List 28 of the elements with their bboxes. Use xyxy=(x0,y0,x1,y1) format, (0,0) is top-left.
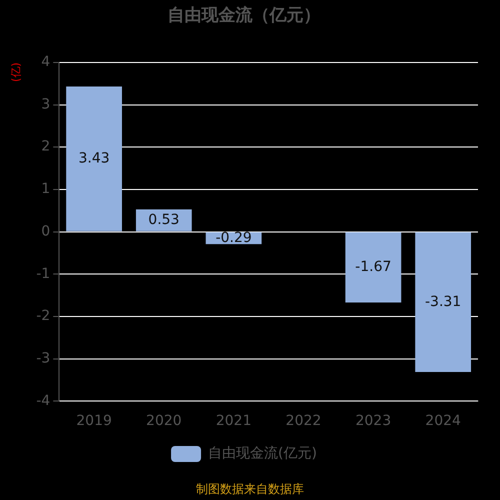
y-tick-label: 0 xyxy=(41,223,50,240)
legend-label: 自由现金流(亿元) xyxy=(208,446,317,462)
x-tick-label: 2021 xyxy=(216,413,252,430)
chart-title: 自由现金流（亿元） xyxy=(168,6,320,26)
y-tick-label: -4 xyxy=(36,392,50,409)
y-tick-label: -1 xyxy=(36,266,50,282)
text: -1.67 xyxy=(355,259,392,276)
x-tick-label: 2019 xyxy=(76,413,112,430)
text: 0.53 xyxy=(148,212,180,228)
text: 3.43 xyxy=(78,150,110,167)
y-tick-label: 2 xyxy=(41,138,50,155)
x-tick-label: 2022 xyxy=(286,413,322,430)
text: 制图数据来自数据库 xyxy=(195,481,305,498)
y-axis-title: (亿) xyxy=(9,62,22,82)
x-tick-label: 2020 xyxy=(146,413,182,430)
x-tick-label: 2024 xyxy=(425,413,461,430)
y-tick-label: 4 xyxy=(41,54,50,70)
y-tick-label: -2 xyxy=(36,308,50,324)
text: -3.31 xyxy=(424,294,462,310)
bar xyxy=(415,232,472,372)
text: -0.29 xyxy=(216,230,252,246)
bar xyxy=(136,209,192,232)
bar xyxy=(66,86,122,232)
y-tick-label: 1 xyxy=(41,181,50,198)
x-tick-label: 2023 xyxy=(355,413,392,430)
y-tick-label: 3 xyxy=(41,96,50,112)
y-tick-label: -3 xyxy=(36,350,50,366)
bar xyxy=(345,232,402,303)
